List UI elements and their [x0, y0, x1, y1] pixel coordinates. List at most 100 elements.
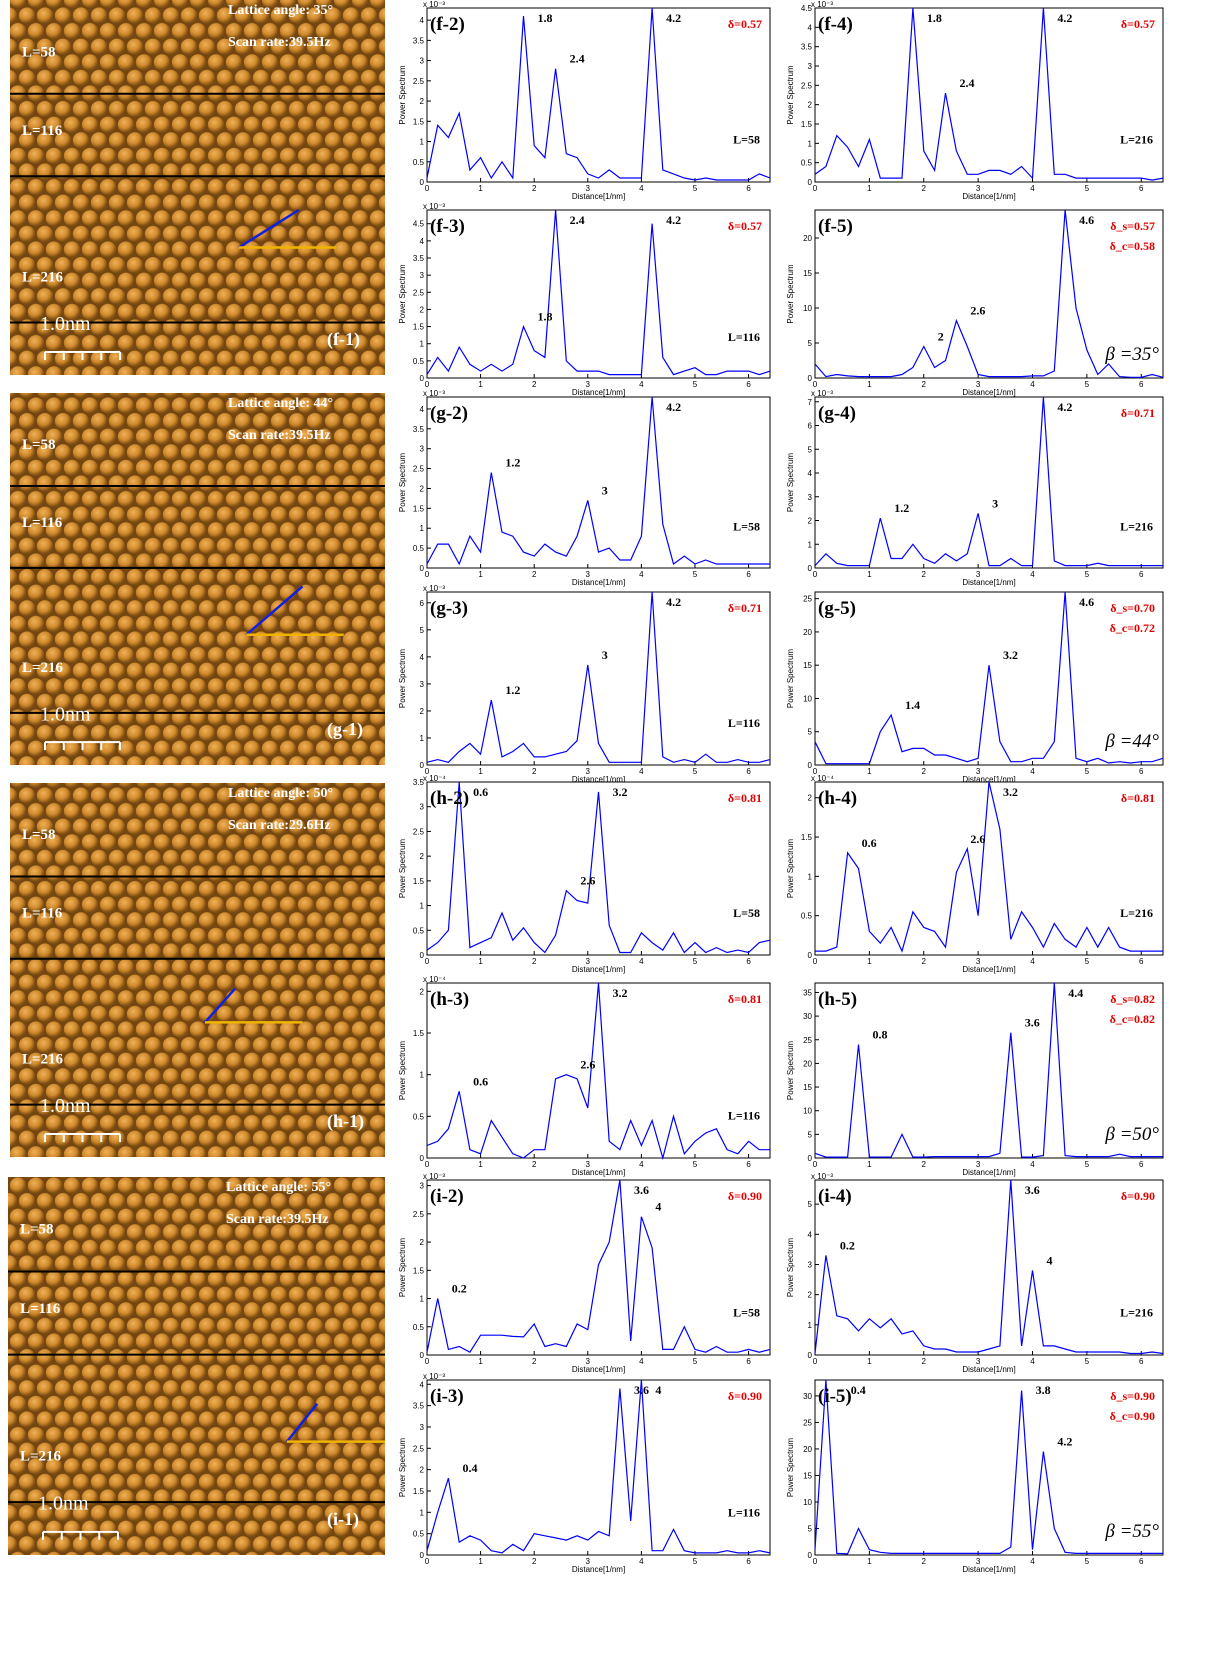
line-label: L=216 [22, 660, 64, 676]
y-tick-label: 5 [808, 445, 813, 454]
x-tick-label: 4 [1030, 767, 1035, 776]
x-tick-label: 2 [922, 380, 927, 389]
y-tick-label: 0.5 [801, 912, 813, 921]
x-tick-label: 3 [586, 1557, 591, 1566]
delta-label: δ_s=0.70 [1110, 601, 1155, 615]
y-tick-label: 4 [420, 237, 425, 246]
spectrum-line [814, 396, 1163, 567]
plot-frame [426, 209, 771, 379]
spectrum-line [426, 209, 771, 376]
angle-line [245, 585, 304, 636]
y-axis-label: Power Spectrum [786, 649, 795, 708]
delta-label: δ=0.90 [728, 1189, 762, 1203]
x-tick-label: 1 [478, 380, 483, 389]
y-multiplier: x 10⁻³ [423, 1372, 445, 1381]
x-tick-label: 2 [532, 767, 537, 776]
y-axis-label: Power Spectrum [398, 1438, 407, 1497]
x-tick-label: 6 [1139, 767, 1144, 776]
length-label: L=58 [733, 906, 760, 920]
chart-title: (h-4) [818, 788, 857, 809]
x-axis-label: Distance[1/nm] [572, 578, 625, 587]
delta-label: δ_s=0.90 [1110, 1389, 1155, 1403]
x-tick-label: 2 [532, 957, 537, 966]
x-tick-label: 4 [639, 767, 644, 776]
delta-label: δ_c=0.82 [1110, 1012, 1155, 1026]
x-tick-label: 4 [639, 1557, 644, 1566]
y-tick-label: 0.5 [413, 544, 425, 553]
y-tick-label: 0 [808, 1551, 813, 1560]
x-tick-label: 5 [1085, 957, 1090, 966]
peak-label: 4.2 [666, 400, 681, 414]
peak-label: 1.2 [505, 456, 520, 470]
line-label: L=58 [22, 44, 56, 60]
x-tick-label: 1 [867, 1357, 872, 1366]
x-tick-label: 4 [639, 184, 644, 193]
y-tick-label: 35 [803, 988, 812, 997]
x-tick-label: 4 [1030, 570, 1035, 579]
plot-frame [426, 1379, 771, 1556]
x-tick-label: 0 [425, 570, 430, 579]
y-tick-label: 4 [808, 23, 813, 32]
delta-label: δ=0.81 [728, 992, 762, 1006]
y-tick-label: 4.5 [801, 4, 813, 13]
plot-frame [814, 781, 1164, 956]
plot-frame [426, 7, 771, 183]
delta-label: δ=0.71 [728, 601, 762, 615]
chart-title: (h-3) [430, 989, 469, 1010]
plot-frame [814, 591, 1164, 766]
x-tick-label: 3 [586, 380, 591, 389]
x-tick-label: 0 [813, 957, 818, 966]
peak-label: 3.2 [613, 986, 628, 1000]
y-tick-label: 0 [420, 564, 425, 573]
peak-label: 3.2 [613, 785, 628, 799]
plot-frame [426, 982, 771, 1159]
y-tick-label: 3.5 [413, 778, 425, 787]
y-tick-label: 1.5 [413, 1487, 425, 1496]
x-tick-label: 4 [639, 1357, 644, 1366]
line-label: L=58 [22, 437, 56, 453]
plot-frame [814, 982, 1164, 1159]
peak-label: 3 [602, 483, 608, 497]
peak-label: 3 [992, 496, 998, 510]
y-tick-label: 1.5 [413, 1029, 425, 1038]
lattice-angle: Lattice angle: 35° [228, 3, 333, 18]
y-tick-label: 2 [420, 305, 425, 314]
x-tick-label: 4 [1030, 957, 1035, 966]
x-tick-label: 0 [425, 184, 430, 193]
y-tick-label: 0.5 [413, 926, 425, 935]
x-axis-label: Distance[1/nm] [572, 388, 625, 397]
y-tick-label: 15 [803, 269, 812, 278]
delta-label: δ=0.90 [728, 1389, 762, 1403]
peak-label: 4 [655, 1200, 661, 1214]
spectrum-line [426, 591, 771, 763]
spectrum-line [426, 1179, 771, 1353]
x-tick-label: 6 [746, 1557, 751, 1566]
chart-title: (f-3) [430, 216, 465, 237]
x-axis-label: Distance[1/nm] [962, 965, 1015, 974]
y-multiplier: x 10⁻³ [423, 202, 445, 211]
y-axis-label: Power Spectrum [398, 839, 407, 898]
y-tick-label: 2 [808, 517, 813, 526]
peak-label: 1.4 [905, 698, 920, 712]
scale-label: 1.0nm [40, 313, 91, 335]
y-tick-label: 2 [420, 987, 425, 996]
chart-title: (i-2) [430, 1186, 464, 1207]
peak-label: 0.6 [862, 836, 877, 850]
y-tick-label: 5 [808, 728, 813, 737]
peak-label: 4.6 [1079, 213, 1094, 227]
line-label: L=116 [20, 1301, 61, 1317]
y-multiplier: x 10⁻³ [811, 0, 833, 9]
x-tick-label: 2 [532, 1357, 537, 1366]
y-tick-label: 5 [420, 626, 425, 635]
line-label: L=216 [22, 269, 64, 285]
x-tick-label: 5 [693, 570, 698, 579]
x-tick-label: 1 [478, 570, 483, 579]
length-label: L=216 [1120, 519, 1153, 533]
y-tick-label: 3 [808, 1260, 813, 1269]
y-tick-label: 15 [803, 1083, 812, 1092]
chart-title: (f-4) [818, 14, 853, 35]
x-tick-label: 2 [532, 380, 537, 389]
x-tick-label: 6 [746, 570, 751, 579]
peak-label: 0.2 [840, 1238, 855, 1252]
plot-frame [426, 781, 771, 956]
